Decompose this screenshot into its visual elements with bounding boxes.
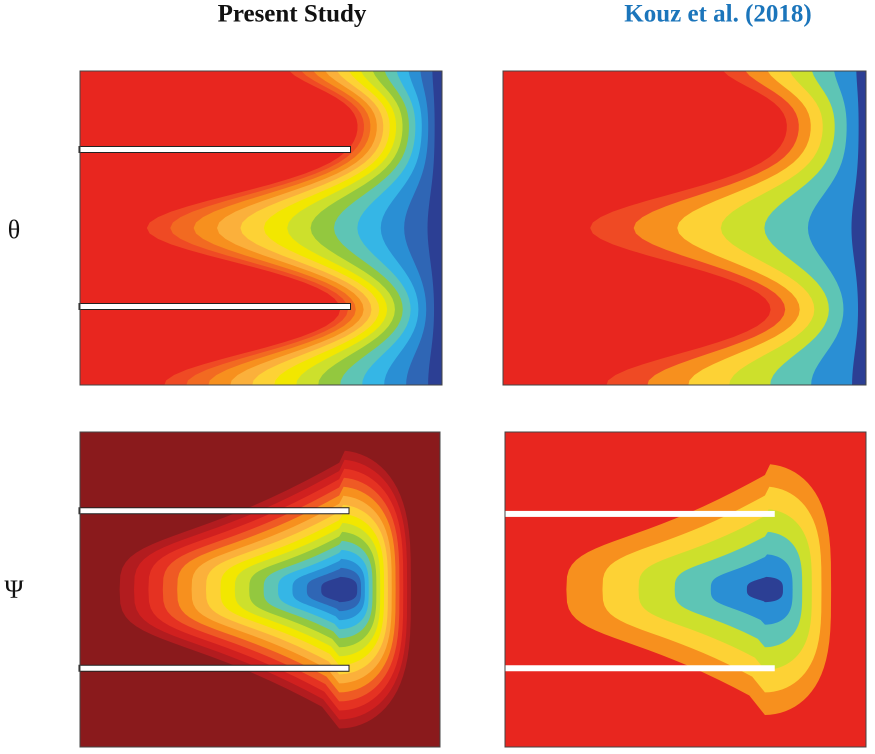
contour-band xyxy=(321,576,358,603)
fin xyxy=(78,664,350,672)
contour-band xyxy=(427,71,442,385)
panel-border xyxy=(502,70,867,386)
fin xyxy=(78,507,350,515)
row-label: Ψ xyxy=(4,575,24,604)
panels xyxy=(78,70,867,748)
fin xyxy=(504,510,775,517)
panel-border xyxy=(504,431,867,748)
contour-band xyxy=(404,71,442,385)
psi-panel xyxy=(504,431,867,748)
theta-panel xyxy=(78,70,443,386)
fin xyxy=(504,665,775,672)
row-label: θ xyxy=(8,215,20,244)
psi-panel xyxy=(78,431,441,748)
contours xyxy=(80,432,440,747)
panel-border xyxy=(79,70,443,386)
contours xyxy=(80,71,442,385)
contour-band xyxy=(807,71,866,385)
contours xyxy=(503,71,866,385)
theta-panel xyxy=(502,70,867,386)
fin xyxy=(78,303,351,310)
panel-border xyxy=(79,431,441,748)
contours xyxy=(505,432,866,747)
fin xyxy=(78,146,351,153)
contour-band xyxy=(851,71,866,385)
contour-band xyxy=(746,576,783,603)
column-title: Present Study xyxy=(218,1,367,28)
column-title: Kouz et al. (2018) xyxy=(624,1,811,28)
